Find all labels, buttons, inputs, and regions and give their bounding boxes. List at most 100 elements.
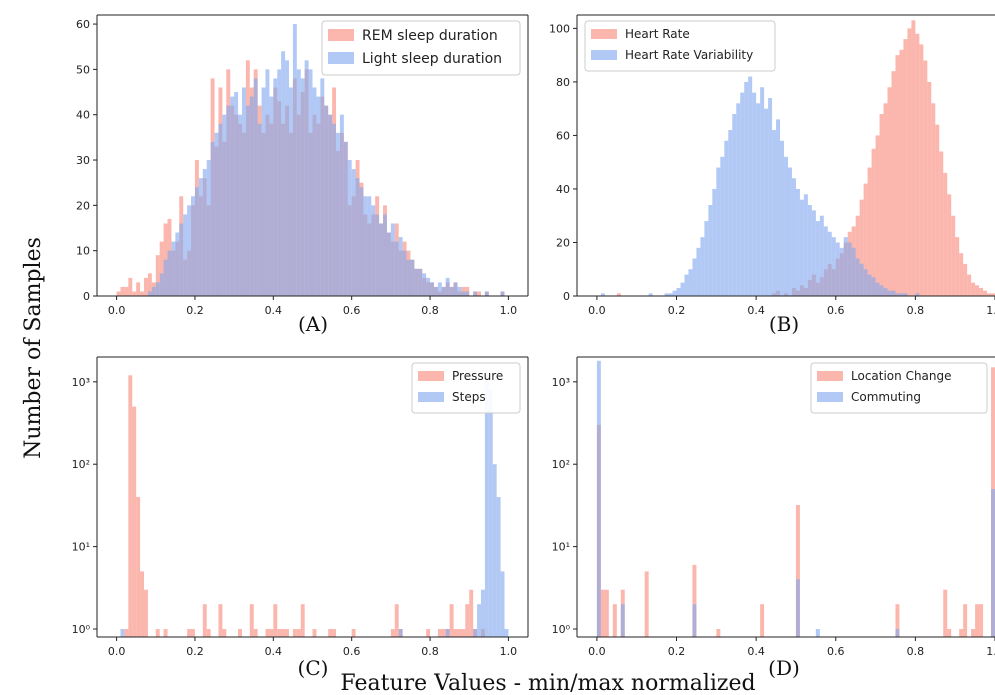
hist-bar [390,223,395,296]
hist-bar [692,604,697,637]
hist-bar [167,250,172,296]
y-tick-label: 40 [556,183,570,196]
legend: Location Change Commuting [810,362,988,414]
hist-bar [855,215,860,296]
hist-bar [222,629,227,637]
hist-bar [292,24,297,297]
hist-bar [664,293,669,296]
hist-bar [441,629,446,637]
hist-bar [230,96,235,296]
hist-bar [975,604,980,637]
y-tick-label: 10¹ [552,541,570,554]
hist-bar [891,71,896,296]
x-tick-label: 0.0 [588,304,606,317]
hist-bar [875,135,880,296]
hist-bar [477,604,481,637]
hist-bar [756,103,761,296]
hist-bar [823,226,828,296]
hist-bar [453,282,458,296]
hist-bar [883,287,888,296]
legend-swatch [328,29,354,41]
hist-bar [147,291,152,296]
hist-bar [132,406,137,637]
hist-bar [238,114,242,297]
hist-bar [320,78,325,296]
y-tick-label: 80 [556,76,570,89]
hist-bar [120,286,125,296]
series-1 [596,360,995,637]
hist-bar [879,285,884,296]
hist-bar [991,489,995,637]
hist-bar [903,39,908,297]
hist-bar [273,604,278,637]
hist-bar [288,87,293,297]
x-tick-label: 1.0 [986,304,995,317]
x-tick-label: 0.6 [343,304,361,317]
hist-bar [191,629,195,637]
hist-bar [668,293,673,296]
x-tick-label: 0.4 [747,645,765,658]
hist-bar [644,571,649,637]
hist-bar [839,247,844,296]
hist-bar [680,282,685,296]
hist-bar [736,103,741,296]
hist-bar [939,151,944,296]
hist-bar [867,274,872,296]
hist-bar [296,69,301,296]
hist-bar [414,268,419,296]
hist-bar [218,604,223,637]
hist-bar [324,105,329,297]
hist-bar [951,215,956,296]
y-tick-label: 10⁰ [552,623,571,636]
hist-bar [437,282,442,296]
x-tick-label: 1.0 [500,304,518,317]
hist-bar [465,291,470,296]
hist-bar [799,199,804,296]
x-tick-label: 0.8 [907,304,925,317]
hist-bar [292,629,297,637]
hist-bar [935,124,940,296]
hist-bar [931,103,936,296]
x-tick-label: 0.4 [265,645,283,658]
hist-bar [943,172,948,296]
hist-bar [198,178,203,296]
hist-bar [740,92,745,296]
hist-bar [226,105,231,297]
hist-bar [339,114,344,297]
hist-bar [147,273,152,296]
hist-bar [911,20,916,296]
hist-bar [116,291,121,296]
hist-bar [600,589,605,637]
hist-bar [343,141,348,296]
hist-bar [257,123,262,297]
hist-bar [616,293,621,296]
hist-bar [600,293,605,296]
hist-bar [163,259,168,296]
hist-bar [983,290,988,296]
hist-bar [187,629,192,637]
panel-b: 0.0 0.2 0.4 0.6 0.8 1.0 0 20 40 60 80 100 Heart Rate… [549,14,995,336]
legend-label: Light sleep duration [362,51,502,67]
hist-bar [273,78,278,296]
hist-bar [312,87,317,297]
hist-bar [461,629,466,637]
hist-bar [807,205,812,296]
hist-bar [351,629,356,637]
hist-bar [347,160,352,296]
hist-bar [402,250,407,296]
hist-bar [300,78,305,296]
y-tick-label: 60 [556,129,570,142]
hist-bar [351,169,356,296]
x-tick-label: 0.2 [668,304,686,317]
hist-bar [159,273,164,296]
x-tick-label: 0.6 [343,645,361,658]
hist-bar [159,241,164,296]
hist-bar [136,282,141,296]
y-tick-label: 10² [72,458,90,471]
hist-bar [732,114,737,297]
hist-bar [457,286,462,296]
hist-bar [504,629,509,637]
hist-bar [445,277,450,296]
hist-bar [979,604,984,637]
hist-bar [959,629,964,637]
